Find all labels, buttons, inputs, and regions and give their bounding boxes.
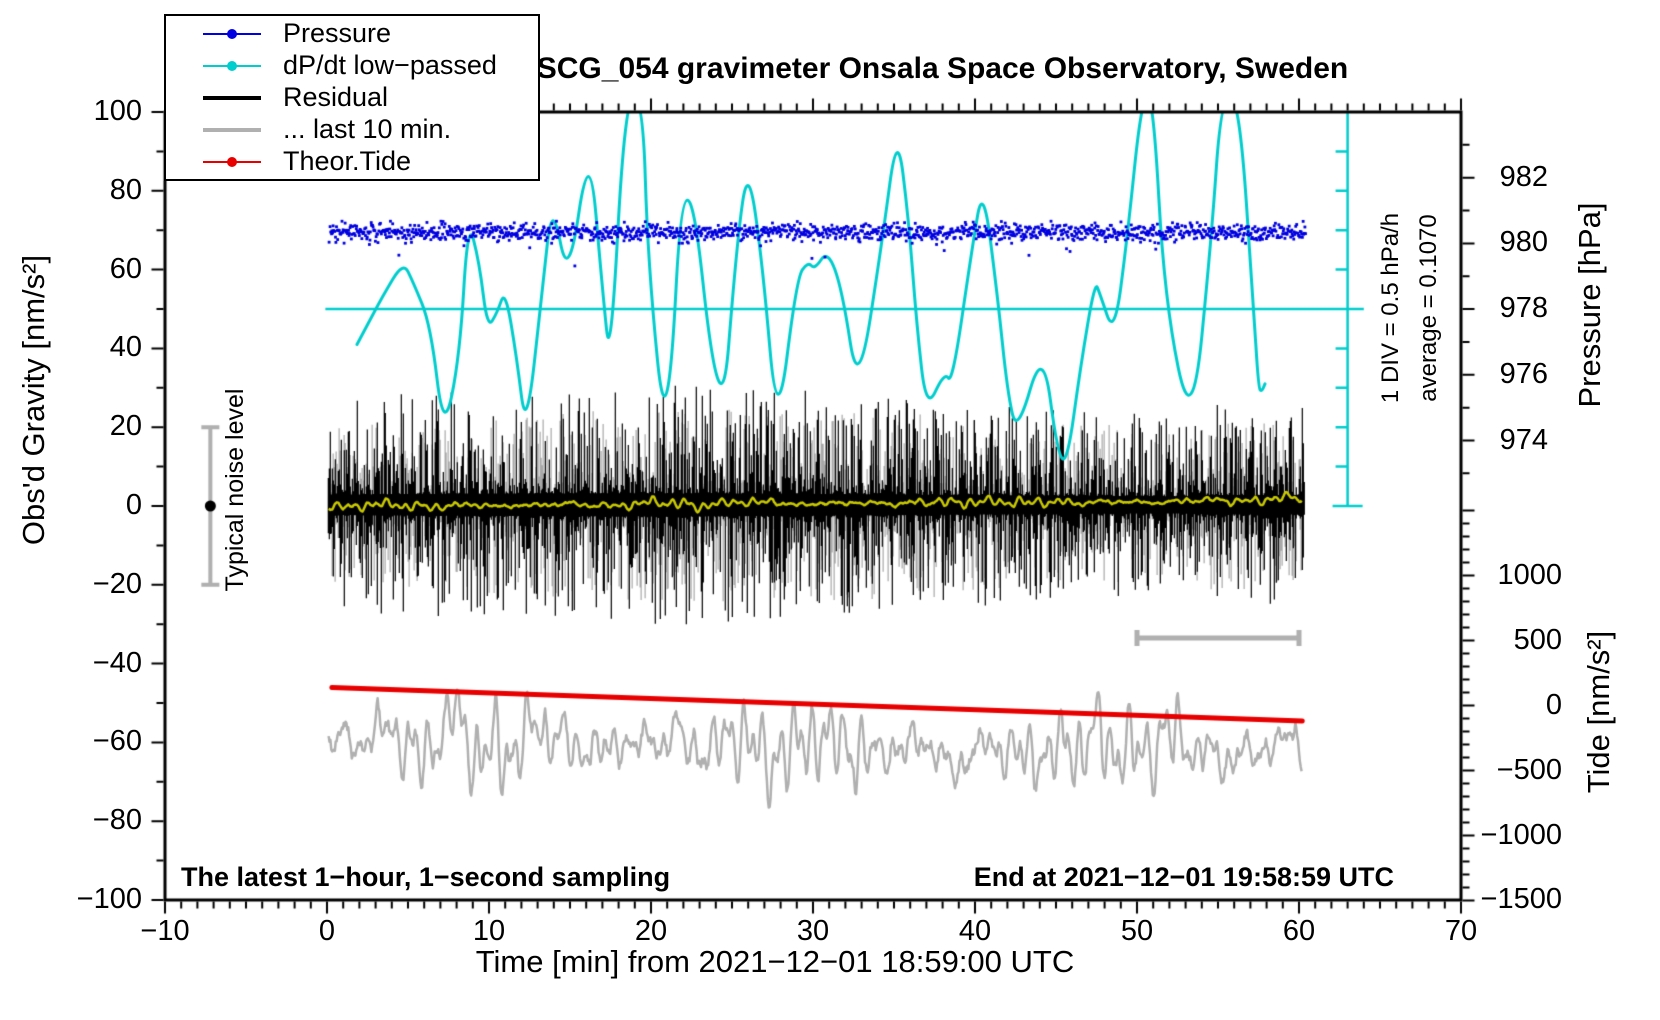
legend-item-pressure: Pressure [166,18,538,48]
tick-label: 80 [109,173,142,206]
tick-label: 40 [109,331,142,364]
tick-label: 500 [1513,623,1562,656]
legend-label: Pressure [283,18,392,48]
tick-label: 0 [318,915,336,947]
tick-label: −20 [92,567,142,600]
tick-label: −500 [1496,753,1562,786]
tick-label: 974 [1499,423,1548,456]
legend: Pressure dP/dt low−passed Residual ... l… [164,14,540,181]
tick-label: 70 [1444,915,1478,947]
tick-label: −40 [92,646,142,679]
legend-item-residual: Residual [166,82,538,112]
theor-tide-line-icon [203,156,261,167]
tick-label: 60 [109,252,142,285]
tick-label: −10 [140,915,190,947]
residual-line-icon [203,95,261,100]
legend-label: Residual [283,82,389,112]
legend-item-last10min: ... last 10 min. [166,114,538,144]
tick-label: 982 [1499,160,1548,193]
tick-label: 978 [1499,292,1548,325]
dpdt-line-icon [203,60,261,71]
tide-axis-title: Tide [nm/s²] [1581,630,1616,794]
tick-label: −60 [92,725,142,758]
tick-label: −80 [92,804,142,837]
tick-label: 40 [958,915,992,947]
tick-label: 10 [472,915,506,947]
legend-label: ... last 10 min. [283,114,452,144]
sampling-note: The latest 1−hour, 1−second sampling [181,862,671,892]
tick-label: 100 [93,95,142,127]
tick-label: −1500 [1480,883,1562,915]
tick-label: 976 [1499,357,1548,390]
tick-label: −100 [76,883,142,915]
tick-label: 0 [125,489,142,521]
tick-label: 60 [1282,915,1316,947]
last10min-line-icon [203,127,261,132]
tick-label: −1000 [1480,818,1562,851]
tick-label: 20 [109,410,142,443]
tick-label: 20 [634,915,668,947]
legend-label: dP/dt low−passed [283,50,497,80]
legend-item-dpdt: dP/dt low−passed [166,50,538,80]
typical-noise-level-label: Typical noise level [221,388,249,592]
tick-label: 30 [796,915,830,947]
tick-label: 980 [1499,226,1548,259]
end-time-note: End at 2021−12−01 19:58:59 UTC [973,862,1394,892]
div-scale-note: 1 DIV = 0.5 hPa/h [1377,212,1404,404]
x-axis-title: Time [min] from 2021−12−01 18:59:00 UTC [475,944,1075,979]
pressure-axis-title: Pressure [hPa] [1572,202,1607,408]
pressure-line-icon [203,28,261,39]
tick-label: 0 [1545,688,1562,721]
chart-title: SCG_054 gravimeter Onsala Space Observat… [536,52,1349,85]
legend-item-theor-tide: Theor.Tide [166,146,538,176]
legend-label: Theor.Tide [283,146,412,176]
average-note: average = 0.1070 [1415,214,1442,402]
tick-label: 1000 [1497,558,1562,591]
tick-label: 50 [1120,915,1154,947]
